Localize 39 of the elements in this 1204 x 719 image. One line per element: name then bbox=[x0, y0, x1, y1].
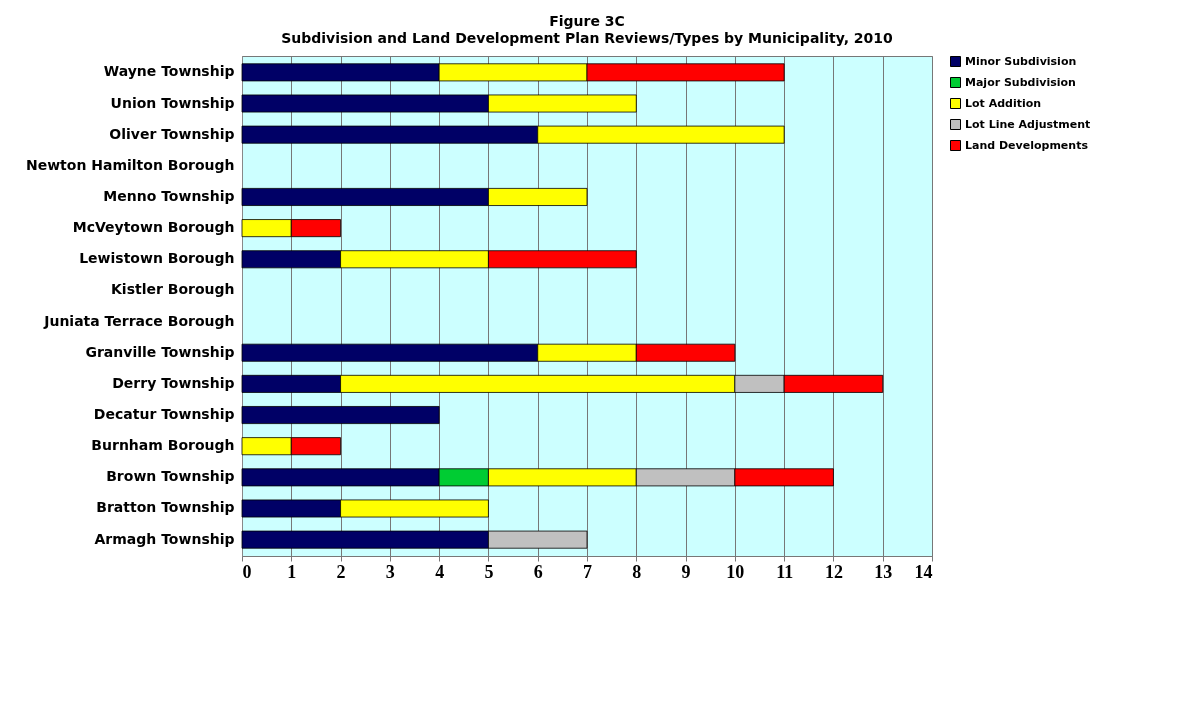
y-tick-label: Menno Township bbox=[103, 187, 235, 204]
x-tick-label: 2 bbox=[336, 561, 346, 582]
bar bbox=[241, 406, 440, 424]
x-tick-label: 1 bbox=[287, 561, 297, 582]
x-tick-label: 3 bbox=[385, 561, 395, 582]
y-tick-label: Lewistown Borough bbox=[79, 250, 235, 267]
y-tick-label: Union Township bbox=[110, 94, 235, 111]
legend-label: Major Subdivision bbox=[965, 75, 1076, 89]
y-tick-label: Armagh Township bbox=[94, 530, 235, 547]
y-tick-label: Derry Township bbox=[112, 374, 235, 391]
y-tick-label: McVeytown Borough bbox=[72, 219, 235, 236]
x-tick-label: 12 bbox=[824, 561, 843, 582]
legend-label: Lot Line Adjustment bbox=[965, 117, 1091, 131]
x-tick-label: 13 bbox=[874, 561, 893, 582]
y-tick-label: Juniata Terrace Borough bbox=[43, 312, 235, 329]
x-tick-label: 9 bbox=[681, 561, 691, 582]
x-tick-label: 5 bbox=[484, 561, 494, 582]
x-tick-label: 6 bbox=[533, 561, 543, 582]
chart-title: Figure 3C bbox=[549, 13, 625, 29]
x-tick-label: 11 bbox=[776, 561, 794, 582]
y-tick-label: Wayne Township bbox=[103, 63, 235, 80]
y-tick-label: Kistler Borough bbox=[110, 281, 235, 298]
y-tick-label: Burnham Borough bbox=[91, 437, 235, 454]
legend-label: Lot Addition bbox=[965, 96, 1042, 110]
x-tick-label: 7 bbox=[583, 561, 592, 582]
chart-subtitle: Subdivision and Land Development Plan Reviews/Types by Municipality, 2010 bbox=[281, 30, 894, 46]
y-tick-label: Brown Township bbox=[106, 468, 235, 485]
y-tick-label: Oliver Township bbox=[109, 125, 235, 142]
y-tick-label: Decatur Township bbox=[93, 406, 235, 423]
x-tick-label: 8 bbox=[632, 561, 642, 582]
y-tick-label: Granville Township bbox=[85, 343, 235, 360]
x-tick-label: 4 bbox=[435, 561, 445, 582]
y-tick-label: Bratton Township bbox=[96, 499, 235, 516]
x-tick-label: 14 bbox=[914, 561, 933, 582]
x-tick-label: 10 bbox=[726, 561, 745, 582]
y-tick-label: Newton Hamilton Borough bbox=[25, 156, 235, 173]
legend-label: Minor Subdivision bbox=[965, 54, 1077, 68]
x-tick-label: 0 bbox=[242, 561, 252, 582]
legend-label: Land Developments bbox=[965, 138, 1089, 152]
